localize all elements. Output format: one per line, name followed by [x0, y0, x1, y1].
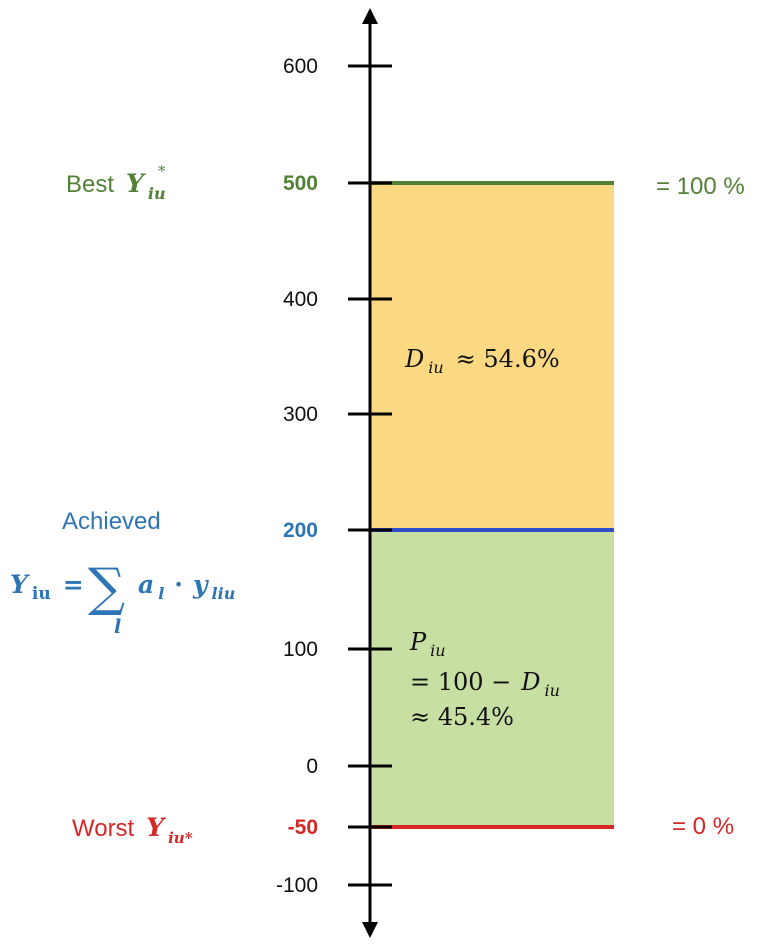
achieved-tick-label: 200 — [283, 519, 318, 542]
worst-word: Worst — [72, 815, 135, 842]
axis-arrow-up-icon — [362, 8, 378, 24]
term-a-subscript: l — [158, 584, 164, 603]
worst-subscript: iu* — [168, 829, 193, 847]
formula-term: a l · y liu — [138, 570, 235, 603]
achieved-part-equation: = 100 − — [410, 668, 511, 696]
best-word: Best — [66, 171, 114, 198]
sum-index: l — [114, 616, 121, 638]
gap-annotation: D iu ≈ 54.6% — [404, 345, 560, 377]
achieved-part-eq-symbol: D — [520, 668, 540, 696]
achieved-annotation-line1: P iu — [409, 628, 446, 660]
best-subscript: iu — [148, 184, 166, 203]
worst-label: Worst Y iu* — [72, 813, 193, 847]
achieved-part-subscript: iu — [430, 641, 445, 660]
worst-symbol: Y — [146, 813, 166, 842]
achieved-part-eq-subscript: iu — [545, 681, 560, 700]
worst-percent-label: = 0 % — [672, 813, 734, 840]
achieved-part-symbol: P — [409, 628, 427, 656]
achieved-region — [370, 530, 614, 827]
tick-label-600: 600 — [283, 55, 318, 78]
tick-label-300: 300 — [283, 403, 318, 426]
tick-label-0: 0 — [306, 755, 318, 778]
axis-arrow-down-icon — [362, 922, 378, 938]
gap-subscript: iu — [428, 358, 443, 377]
best-symbol: Y — [126, 169, 146, 198]
tick-label-100: 100 — [283, 638, 318, 661]
best-percent-label: = 100 % — [656, 173, 745, 200]
achieved-part-value: ≈ 45.4% — [410, 703, 514, 731]
gap-value: ≈ 54.6% — [456, 345, 560, 373]
achieved-word: Achieved — [62, 508, 161, 535]
tick-label-400: 400 — [283, 288, 318, 311]
term-y-subscript: liu — [212, 584, 236, 603]
tick-label-minus-100: -100 — [276, 874, 318, 897]
achieved-annotation-line2: = 100 − D iu — [410, 668, 560, 700]
sum-symbol: ∑ — [88, 558, 125, 618]
gap-region — [370, 183, 614, 530]
achieved-formula: Y iu = — [10, 570, 84, 604]
term-dot: · — [174, 570, 183, 599]
term-a: a — [138, 570, 154, 599]
best-label: Best Y iu — [66, 169, 166, 203]
formula-lhs-subscript: iu — [32, 584, 51, 604]
best-superscript: * — [158, 162, 166, 180]
worst-tick-label: -50 — [288, 816, 318, 839]
formula-lhs: Y — [10, 570, 30, 599]
gap-symbol: D — [404, 345, 424, 373]
term-y: y — [192, 570, 209, 599]
best-tick-label: 500 — [283, 172, 318, 195]
formula-equals: = — [63, 570, 84, 599]
